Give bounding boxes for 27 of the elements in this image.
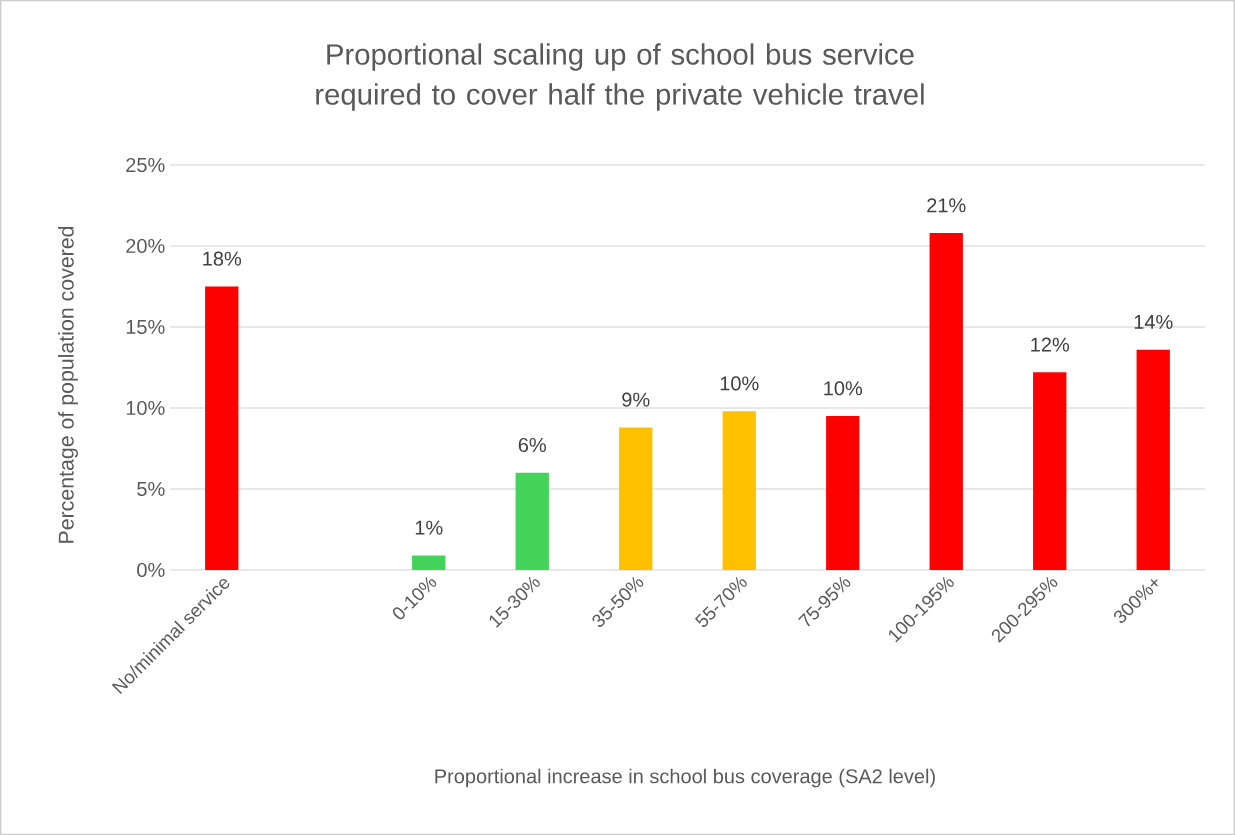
x-axis-title: Proportional increase in school bus coverage (SA2 level) bbox=[435, 768, 935, 788]
y-tick-label: 0% bbox=[137, 562, 165, 578]
bar bbox=[412, 555, 446, 570]
bar bbox=[929, 233, 963, 570]
bar bbox=[619, 427, 653, 570]
data-label: 1% bbox=[415, 520, 443, 535]
data-label: 21% bbox=[927, 198, 966, 213]
bar bbox=[1033, 372, 1067, 570]
y-tick-label: 20% bbox=[126, 238, 165, 254]
bar bbox=[205, 286, 239, 570]
data-label: 6% bbox=[518, 437, 546, 453]
bar bbox=[1136, 349, 1170, 570]
data-label: 9% bbox=[622, 392, 650, 407]
data-label: 12% bbox=[1031, 337, 1070, 352]
y-tick-label: 25% bbox=[126, 157, 165, 173]
data-label: 10% bbox=[720, 376, 759, 391]
y-tick-label: 15% bbox=[126, 319, 165, 335]
data-label: 14% bbox=[1134, 314, 1173, 329]
y-tick-label: 10% bbox=[126, 400, 165, 416]
data-label: 18% bbox=[203, 251, 242, 266]
bar bbox=[515, 472, 549, 570]
bar bbox=[826, 416, 860, 570]
y-axis-title: Percentage of population covered bbox=[58, 226, 78, 543]
data-label: 10% bbox=[824, 381, 863, 396]
bar bbox=[722, 411, 756, 570]
y-tick-label: 5% bbox=[137, 481, 165, 497]
chart-title: Proportional scaling up of school bus service required to cover half the private vehicle travel bbox=[316, 43, 924, 111]
